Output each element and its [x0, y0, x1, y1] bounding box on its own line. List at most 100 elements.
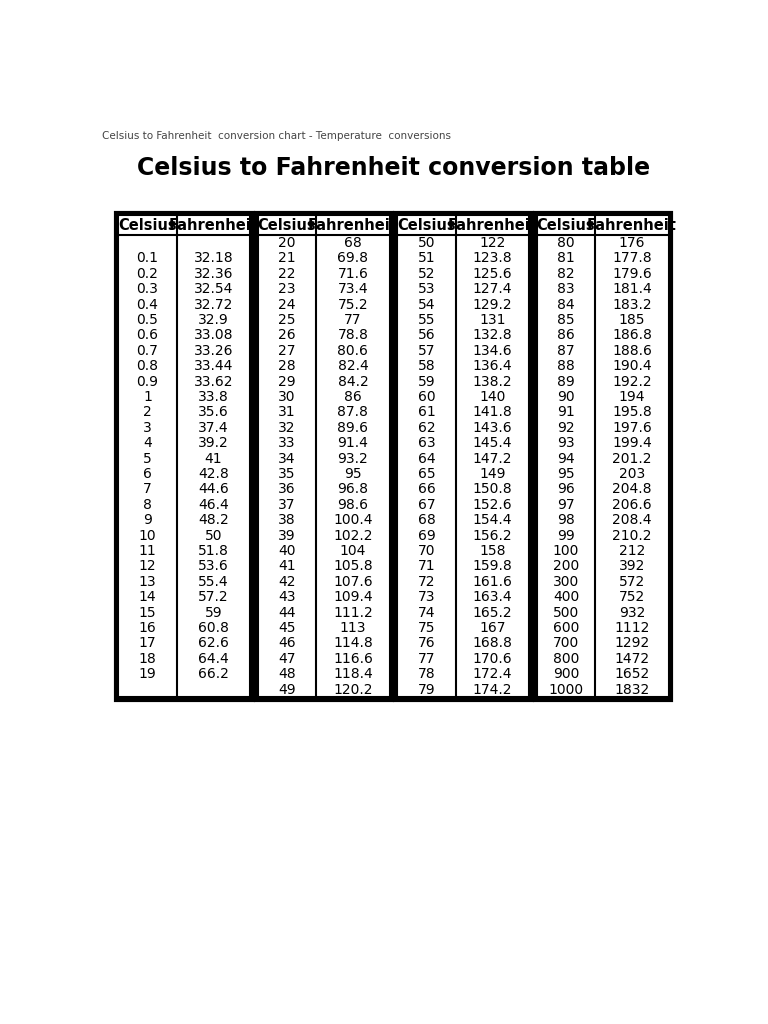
- Text: 46.4: 46.4: [198, 498, 229, 512]
- Text: 57: 57: [418, 344, 435, 357]
- Text: 98.6: 98.6: [337, 498, 369, 512]
- Text: 66.2: 66.2: [198, 668, 229, 681]
- Text: 100.4: 100.4: [333, 513, 372, 527]
- Text: 64.4: 64.4: [198, 652, 229, 666]
- Text: 179.6: 179.6: [612, 267, 652, 281]
- Text: 30: 30: [278, 390, 296, 404]
- Text: Celsius to Fahrenheit conversion table: Celsius to Fahrenheit conversion table: [137, 156, 650, 179]
- Text: 111.2: 111.2: [333, 605, 372, 620]
- Text: 177.8: 177.8: [612, 252, 652, 265]
- Bar: [118, 215, 250, 697]
- Text: 29: 29: [278, 375, 296, 388]
- Text: 82.4: 82.4: [338, 359, 369, 373]
- Text: 154.4: 154.4: [472, 513, 512, 527]
- Text: 192.2: 192.2: [612, 375, 652, 388]
- Text: 39.2: 39.2: [198, 436, 229, 451]
- Text: 96.8: 96.8: [337, 482, 369, 497]
- Text: 26: 26: [278, 329, 296, 342]
- Text: 20: 20: [278, 236, 296, 250]
- Text: 170.6: 170.6: [472, 652, 512, 666]
- Text: 104: 104: [339, 544, 366, 558]
- Text: 60: 60: [418, 390, 435, 404]
- Text: 392: 392: [619, 559, 645, 573]
- Text: 70: 70: [418, 544, 435, 558]
- Text: 181.4: 181.4: [612, 283, 652, 296]
- Text: Fahrenheit: Fahrenheit: [308, 218, 398, 232]
- Bar: [258, 215, 389, 697]
- Text: 50: 50: [204, 528, 222, 543]
- Text: 183.2: 183.2: [612, 298, 652, 311]
- Text: 122: 122: [479, 236, 505, 250]
- Text: 199.4: 199.4: [612, 436, 652, 451]
- Text: 201.2: 201.2: [612, 452, 652, 466]
- Text: 86: 86: [344, 390, 362, 404]
- Text: 203: 203: [619, 467, 645, 481]
- Text: 168.8: 168.8: [472, 636, 512, 650]
- Text: 141.8: 141.8: [472, 406, 512, 420]
- Text: 118.4: 118.4: [333, 668, 372, 681]
- Text: 0.3: 0.3: [137, 283, 158, 296]
- Text: 80: 80: [558, 236, 575, 250]
- Text: 96: 96: [557, 482, 575, 497]
- Text: 1112: 1112: [614, 621, 650, 635]
- Text: 1652: 1652: [614, 668, 650, 681]
- Text: Fahrenheit: Fahrenheit: [587, 218, 677, 232]
- Text: 0.4: 0.4: [137, 298, 158, 311]
- Text: 21: 21: [278, 252, 296, 265]
- Text: 98: 98: [557, 513, 575, 527]
- Text: 27: 27: [278, 344, 296, 357]
- Text: 2: 2: [143, 406, 152, 420]
- Text: 78.8: 78.8: [337, 329, 369, 342]
- Text: 68: 68: [418, 513, 435, 527]
- Text: 33.44: 33.44: [194, 359, 233, 373]
- Text: 59: 59: [418, 375, 435, 388]
- Text: 1: 1: [143, 390, 152, 404]
- Text: 28: 28: [278, 359, 296, 373]
- Text: 94: 94: [558, 452, 575, 466]
- Text: 100: 100: [553, 544, 579, 558]
- Text: 65: 65: [418, 467, 435, 481]
- Text: 4: 4: [143, 436, 152, 451]
- Text: 22: 22: [278, 267, 296, 281]
- Text: 0.6: 0.6: [137, 329, 158, 342]
- Text: 42: 42: [278, 574, 296, 589]
- Bar: [396, 213, 531, 699]
- Text: 99: 99: [557, 528, 575, 543]
- Text: 25: 25: [278, 313, 296, 327]
- Text: 89: 89: [557, 375, 575, 388]
- Text: 150.8: 150.8: [472, 482, 512, 497]
- Text: 24: 24: [278, 298, 296, 311]
- Text: 49: 49: [278, 683, 296, 696]
- Text: 11: 11: [139, 544, 157, 558]
- Text: 54: 54: [418, 298, 435, 311]
- Text: 57.2: 57.2: [198, 590, 229, 604]
- Text: 300: 300: [553, 574, 579, 589]
- Text: 89.6: 89.6: [337, 421, 369, 435]
- Text: 140: 140: [479, 390, 505, 404]
- Text: 400: 400: [553, 590, 579, 604]
- Text: 39: 39: [278, 528, 296, 543]
- Text: 0.8: 0.8: [137, 359, 158, 373]
- Text: 113: 113: [339, 621, 366, 635]
- Text: 35.6: 35.6: [198, 406, 229, 420]
- Text: 63: 63: [418, 436, 435, 451]
- Text: 14: 14: [139, 590, 157, 604]
- Text: 79: 79: [418, 683, 435, 696]
- Text: 48.2: 48.2: [198, 513, 229, 527]
- Text: 85: 85: [558, 313, 575, 327]
- Text: 131: 131: [479, 313, 505, 327]
- Text: 38: 38: [278, 513, 296, 527]
- Text: 51: 51: [418, 252, 435, 265]
- Text: Celsius: Celsius: [397, 218, 456, 232]
- Text: 76: 76: [418, 636, 435, 650]
- Text: 0.5: 0.5: [137, 313, 158, 327]
- Text: 123.8: 123.8: [472, 252, 512, 265]
- Text: 1832: 1832: [614, 683, 650, 696]
- Text: 87.8: 87.8: [337, 406, 369, 420]
- Text: 900: 900: [553, 668, 579, 681]
- Text: Celsius: Celsius: [537, 218, 595, 232]
- Text: 18: 18: [139, 652, 157, 666]
- Text: 161.6: 161.6: [472, 574, 512, 589]
- Text: Celsius: Celsius: [118, 218, 177, 232]
- Text: 84.2: 84.2: [338, 375, 369, 388]
